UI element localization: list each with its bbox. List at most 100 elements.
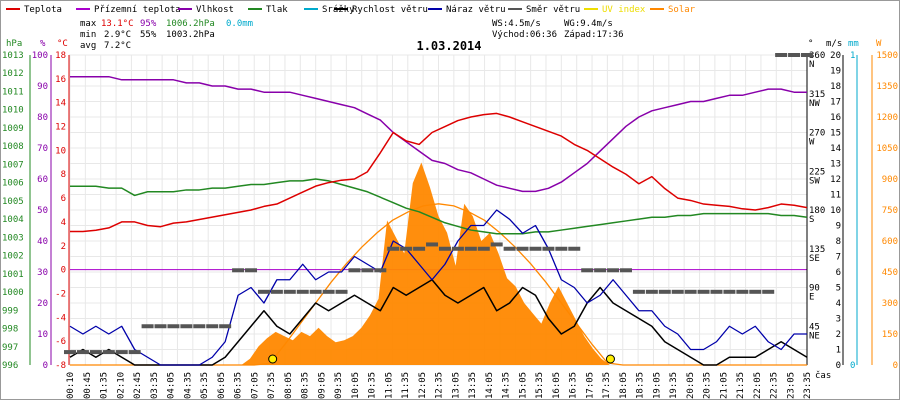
x-tick-label: 22:35 bbox=[770, 372, 780, 399]
wind-direction-mark bbox=[749, 289, 762, 294]
wind-tick-label: 0 bbox=[836, 361, 841, 371]
wind-direction-mark bbox=[206, 324, 219, 329]
wind-tick-label: 12 bbox=[830, 175, 841, 185]
stats: max 13.1°C 95% 1006.2hPa 0.0mm min 2.9°C… bbox=[80, 19, 624, 51]
wind-direction-mark bbox=[64, 350, 76, 355]
solar-tick-label: 1500 bbox=[876, 51, 898, 61]
x-tick-label: 10:05 bbox=[351, 372, 361, 399]
wind-direction-mark bbox=[464, 246, 477, 251]
wind-direction-mark bbox=[387, 246, 400, 251]
direction-compass-label: NE bbox=[809, 331, 820, 341]
stat-rain: 0.0mm bbox=[226, 19, 253, 29]
wind-direction-series bbox=[64, 53, 813, 355]
humidity-tick-label: 90 bbox=[37, 82, 48, 92]
stat-min-temp: 2.9°C bbox=[104, 30, 131, 40]
direction-compass-label: NW bbox=[809, 99, 820, 109]
wind-direction-mark bbox=[115, 350, 128, 355]
sun-event-marker bbox=[268, 354, 278, 364]
pressure-tick-label: 1010 bbox=[2, 106, 24, 116]
pressure-line bbox=[70, 178, 808, 235]
humidity-tick-label: 10 bbox=[37, 330, 48, 340]
wind-direction-mark bbox=[503, 246, 516, 251]
x-tick-label: 07:35 bbox=[267, 372, 277, 399]
direction-compass-label: N bbox=[809, 60, 814, 70]
wind-direction-mark bbox=[568, 246, 581, 251]
solar-tick-label: 1050 bbox=[876, 144, 898, 154]
x-tick-label: 18:35 bbox=[636, 372, 646, 399]
wind-direction-mark bbox=[594, 268, 607, 273]
direction-compass-label: W bbox=[809, 138, 815, 148]
wind-tick-label: 13 bbox=[830, 160, 841, 170]
rain-tick-label: 0 bbox=[850, 361, 855, 371]
x-tick-label: 00:45 bbox=[83, 372, 93, 399]
wind-direction-mark bbox=[775, 53, 788, 57]
humidity-tick-label: 100 bbox=[32, 51, 48, 61]
x-tick-label: 16:05 bbox=[552, 372, 562, 399]
wind-tick-label: 10 bbox=[830, 206, 841, 216]
solar-area bbox=[70, 162, 807, 365]
wind-direction-mark bbox=[413, 246, 426, 251]
direction-compass-label: SE bbox=[809, 254, 820, 264]
rain-tick-label: 1 bbox=[850, 51, 855, 61]
x-tick-label: 21:35 bbox=[736, 372, 746, 399]
wind-direction-mark bbox=[283, 289, 296, 294]
direction-tick-label: 45 bbox=[809, 322, 820, 332]
pressure-tick-label: 1000 bbox=[2, 288, 24, 298]
x-tick-label: 04:35 bbox=[183, 372, 193, 399]
wind-direction-mark bbox=[451, 246, 464, 251]
x-tick-label: 06:35 bbox=[234, 372, 244, 399]
temperature-tick-label: 6 bbox=[61, 194, 66, 204]
wind-tick-label: 5 bbox=[836, 284, 841, 294]
x-tick-label: 20:05 bbox=[686, 372, 696, 399]
solar-tick-label: 300 bbox=[882, 299, 898, 309]
wind-direction-mark bbox=[710, 289, 723, 294]
wind-direction-mark bbox=[180, 324, 193, 329]
humidity-tick-label: 50 bbox=[37, 206, 48, 216]
pressure-tick-label: 1005 bbox=[2, 197, 24, 207]
x-tick-label: 17:35 bbox=[602, 372, 612, 399]
pressure-tick-label: 997 bbox=[2, 343, 18, 353]
wind-tick-label: 9 bbox=[836, 222, 841, 232]
stat-sunrise: Východ:06:36 bbox=[492, 30, 557, 40]
wind-direction-mark bbox=[723, 289, 736, 294]
wind-direction-mark bbox=[542, 246, 555, 251]
wind-tick-label: 20 bbox=[830, 51, 841, 61]
pressure-tick-label: 1011 bbox=[2, 87, 24, 97]
wind-direction-mark bbox=[607, 268, 620, 273]
wind-direction-mark bbox=[309, 289, 322, 294]
wind-direction-mark bbox=[438, 246, 451, 251]
x-tick-label: 22:05 bbox=[753, 372, 763, 399]
solar-tick-label: 1350 bbox=[876, 82, 898, 92]
humidity-tick-label: 0 bbox=[43, 361, 48, 371]
wind-direction-mark bbox=[374, 268, 387, 273]
unit-rain: mm bbox=[848, 39, 859, 49]
wind-tick-label: 8 bbox=[836, 237, 841, 247]
wind-direction-mark bbox=[697, 289, 710, 294]
wind-direction-mark bbox=[671, 289, 684, 294]
temperature-tick-label: -8 bbox=[55, 361, 66, 371]
wind-direction-mark bbox=[245, 268, 258, 273]
x-tick-label: 13:35 bbox=[468, 372, 478, 399]
x-tick-label: 00:10 bbox=[66, 372, 76, 399]
temperature-line bbox=[70, 112, 808, 233]
wind-tick-label: 17 bbox=[830, 98, 841, 108]
wind-direction-mark bbox=[257, 289, 270, 294]
temperature-tick-label: 18 bbox=[55, 51, 66, 61]
wind-tick-label: 15 bbox=[830, 129, 841, 139]
stat-avg-temp: 7.2°C bbox=[104, 41, 131, 51]
solar-tick-label: 0 bbox=[893, 361, 898, 371]
pressure-tick-label: 1013 bbox=[2, 51, 24, 61]
wind-direction-mark bbox=[555, 246, 568, 251]
legend-label-solar: Solar bbox=[668, 5, 696, 15]
pressure-tick-label: 1008 bbox=[2, 142, 24, 152]
pressure-tick-label: 1002 bbox=[2, 252, 24, 262]
wind-tick-label: 16 bbox=[830, 113, 841, 123]
stat-wind-gust: WG:9.4m/s bbox=[564, 19, 613, 29]
unit-solar: W bbox=[876, 39, 882, 49]
wind-direction-mark bbox=[801, 53, 813, 57]
pressure-tick-label: 999 bbox=[2, 306, 18, 316]
x-tick-label: 21:05 bbox=[719, 372, 729, 399]
chart-title: 1.03.2014 bbox=[416, 39, 481, 53]
legend-label-vlhkost: Vlhkost bbox=[196, 5, 234, 15]
x-tick-label: 16:35 bbox=[569, 372, 579, 399]
